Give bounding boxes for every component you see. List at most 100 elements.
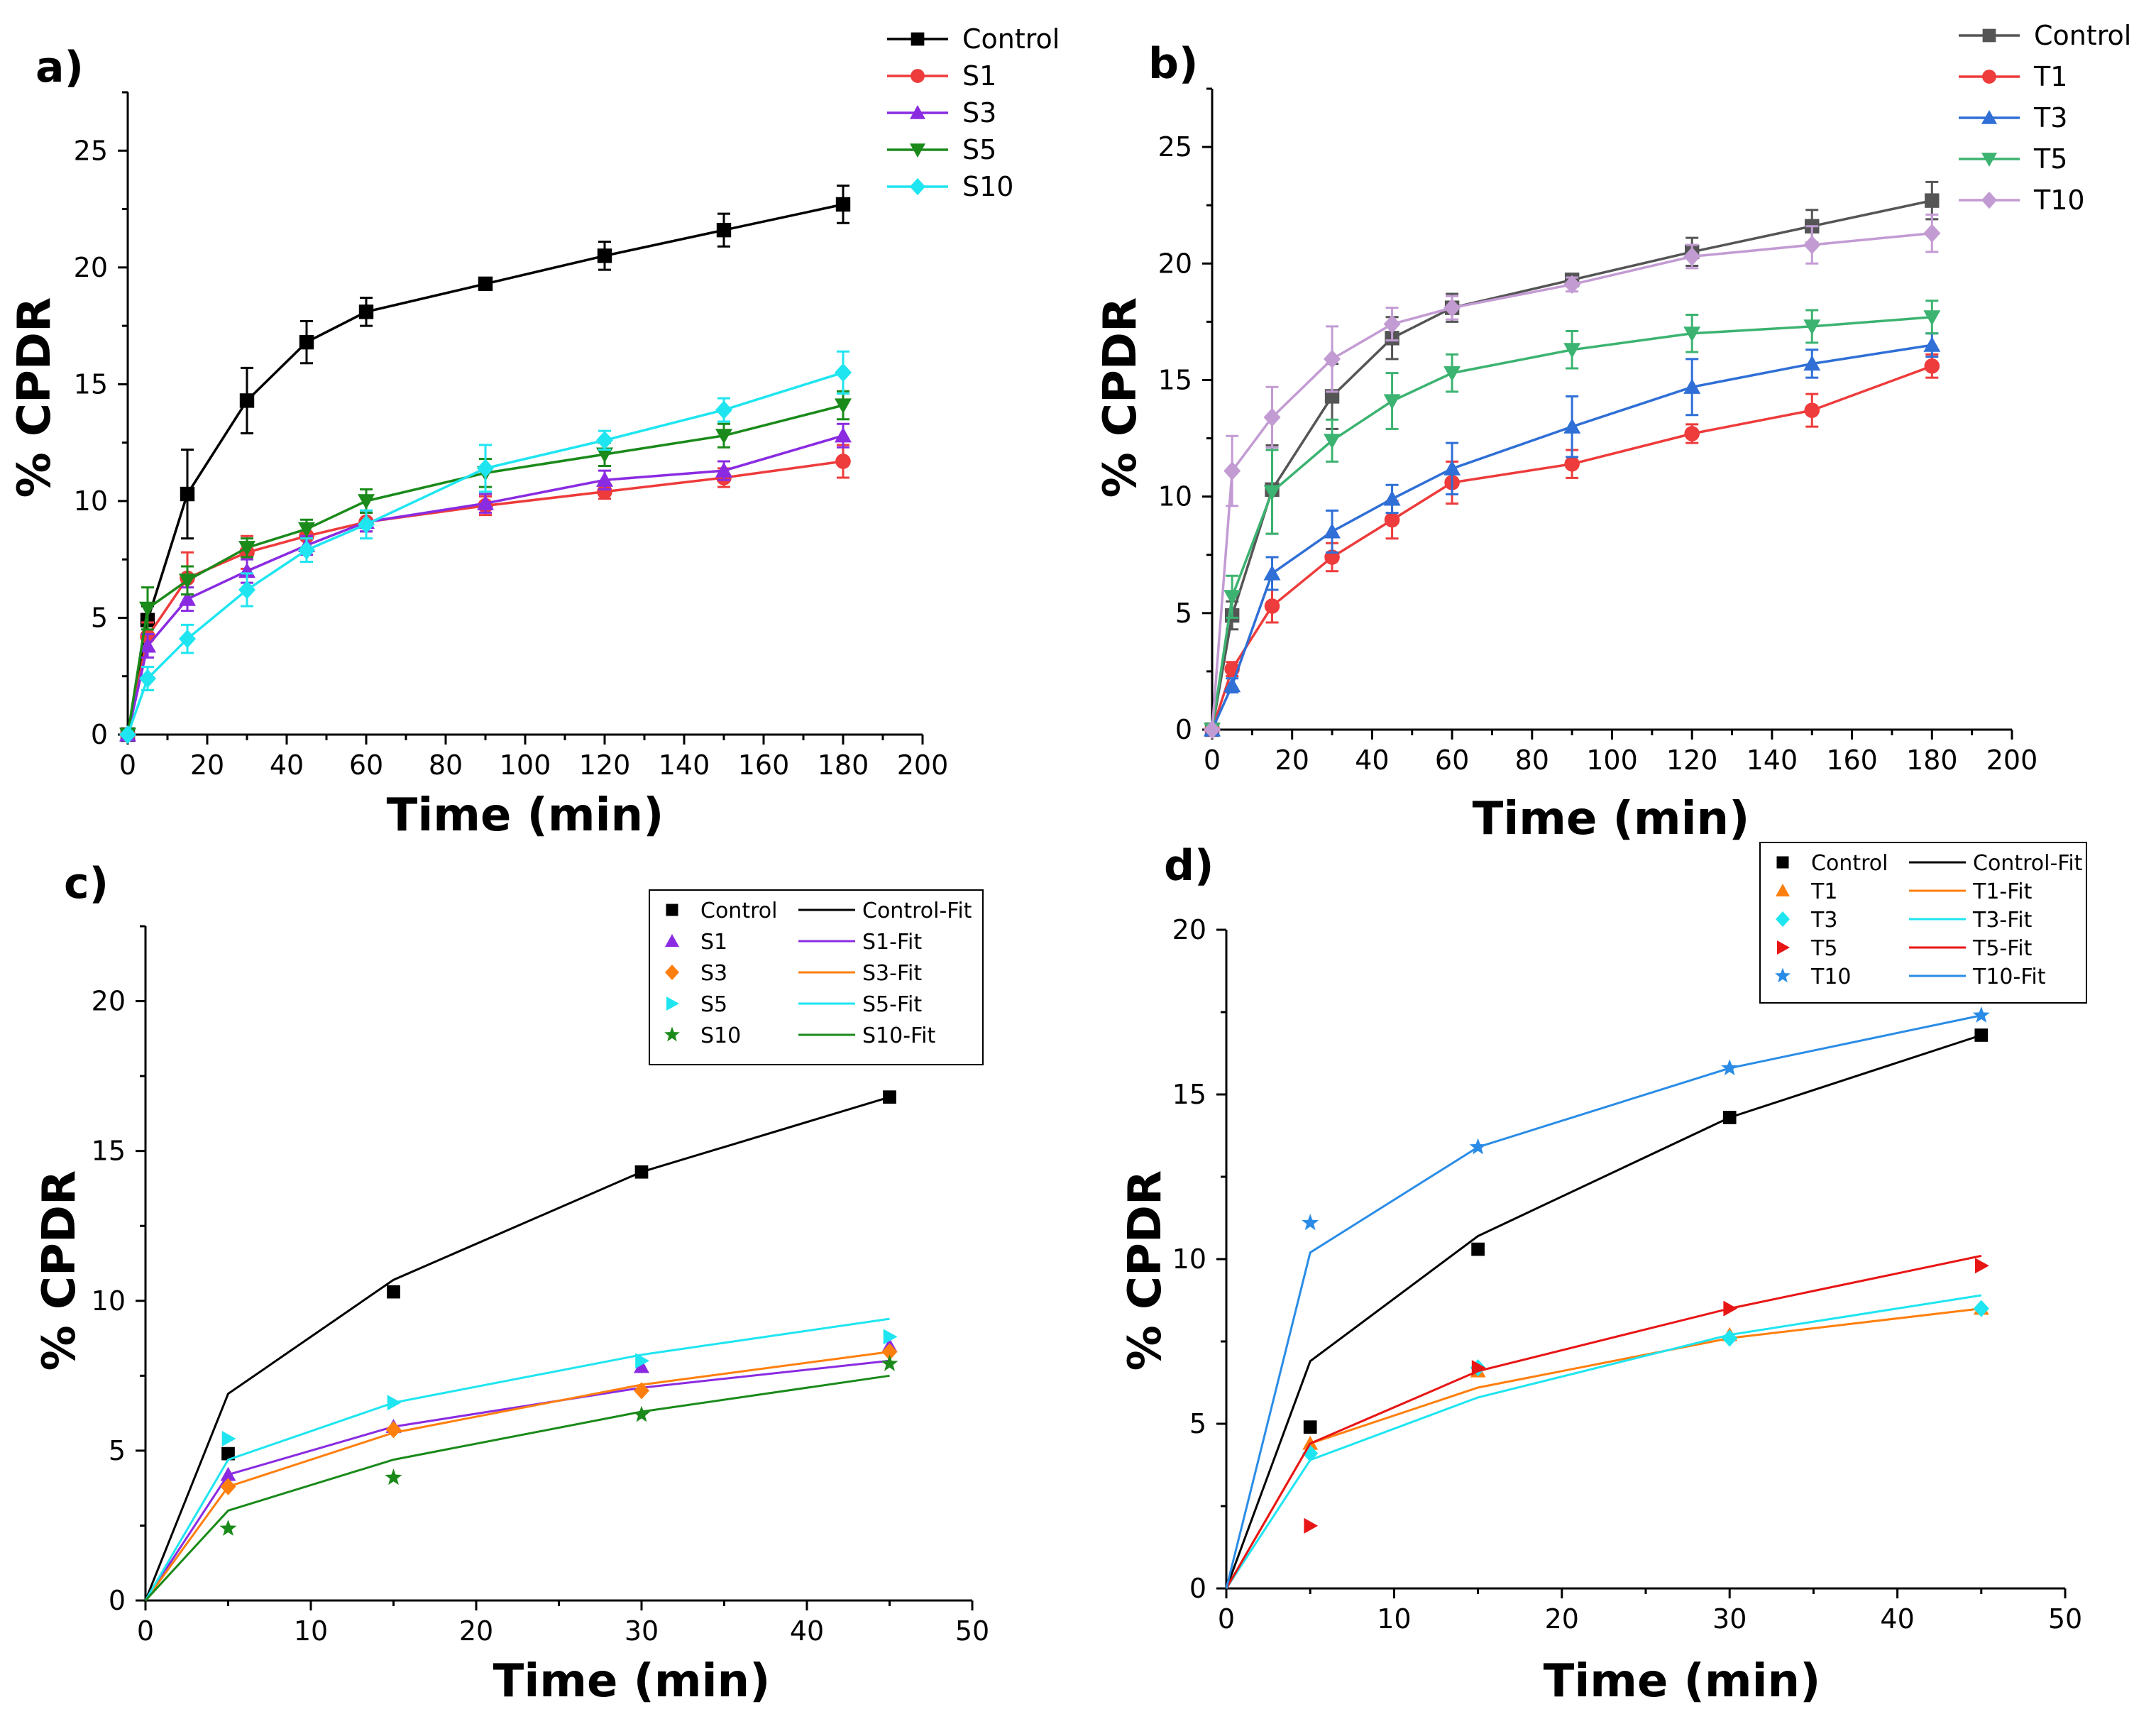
legend-marker <box>1777 940 1790 955</box>
y-tick-label: 15 <box>74 368 108 400</box>
data-point <box>1803 235 1821 255</box>
legend-label: S5 <box>700 992 727 1017</box>
y-tick-label: 5 <box>1189 1408 1206 1439</box>
legend-fit-label: T10-Fit <box>1972 965 2046 989</box>
data-point <box>1223 676 1241 693</box>
y-tick-label: 15 <box>92 1136 126 1167</box>
legend-b: Control T1 T3 T5 T10 <box>1959 20 2131 216</box>
series-t10-d <box>1225 1006 1990 1589</box>
data-point <box>1324 434 1341 449</box>
fit-line-control <box>144 1096 890 1601</box>
data-point <box>835 197 851 212</box>
data-point <box>478 276 493 292</box>
data-point <box>179 591 196 606</box>
data-point <box>1721 1059 1739 1076</box>
series-s10-c <box>144 1354 898 1602</box>
x-tick-label: 40 <box>1880 1603 1914 1635</box>
chart-panel-b: 0 20 40 60 80 100 120 140 160 180 200 0 5 10 15 20 25 Tim… <box>1094 20 2131 845</box>
fit-line-t10 <box>1225 1014 1982 1589</box>
legend-fit-label: S3-Fit <box>862 961 922 986</box>
x-tick-label: 80 <box>1515 745 1549 776</box>
data-point <box>387 1285 400 1299</box>
legend-label: T1 <box>1810 879 1837 904</box>
data-point <box>385 1468 402 1486</box>
data-point <box>596 431 613 450</box>
data-point <box>1683 326 1701 342</box>
data-point <box>1324 349 1341 369</box>
data-point <box>238 580 255 600</box>
legend-label: T5 <box>2033 143 2067 175</box>
data-point <box>298 540 315 560</box>
data-point <box>179 573 196 589</box>
x-tick-label: 200 <box>897 750 949 781</box>
x-tick-label: 40 <box>1355 745 1389 776</box>
series-line-s1 <box>126 460 844 735</box>
x-tick-label: 80 <box>429 750 463 781</box>
series-line-s5 <box>126 404 844 735</box>
data-point <box>597 483 612 500</box>
data-point <box>1923 310 1941 326</box>
series-control-c <box>144 1090 896 1601</box>
data-point <box>716 222 732 238</box>
legend-marker <box>1981 153 1997 167</box>
data-point <box>835 454 851 469</box>
x-tick-label: 100 <box>500 750 551 781</box>
x-tick-label: 40 <box>270 750 304 781</box>
series-t3-b <box>1204 332 1941 737</box>
data-point <box>1973 1300 1989 1317</box>
data-point <box>1223 590 1241 605</box>
x-axis-title-a: Time (min) <box>387 789 664 842</box>
data-point <box>179 629 196 649</box>
series-s10-a <box>119 350 852 745</box>
legend-fit-label: S1-Fit <box>862 930 922 955</box>
data-point <box>1443 460 1461 476</box>
legend-fit-label: T1-Fit <box>1972 879 2033 904</box>
data-point <box>1563 418 1581 434</box>
series-line-t5 <box>1211 316 1932 730</box>
fit-line-s10 <box>144 1374 890 1602</box>
panel-label-b: b) <box>1148 39 1198 89</box>
x-tick-label: 160 <box>1826 745 1878 776</box>
data-point <box>596 447 613 463</box>
data-point <box>715 462 732 478</box>
fit-line-t3 <box>1225 1294 1982 1589</box>
data-point <box>477 495 494 510</box>
x-tick-label: 20 <box>1275 745 1309 776</box>
data-point <box>1263 485 1281 501</box>
legend-label: S5 <box>962 134 996 165</box>
legend-marker <box>1981 191 1997 209</box>
legend-marker <box>910 105 925 119</box>
series-line-control <box>1211 199 1932 730</box>
data-point <box>835 363 852 383</box>
data-point <box>1443 298 1461 317</box>
y-tick-label: 25 <box>74 135 108 166</box>
y-tick-label: 25 <box>1158 131 1192 163</box>
data-point <box>139 637 156 653</box>
legend-marker <box>665 965 679 980</box>
x-tick-label: 180 <box>1906 745 1958 776</box>
x-axis-title-c: Time (min) <box>493 1655 771 1708</box>
data-point <box>1304 1517 1319 1534</box>
legend-marker <box>666 996 679 1011</box>
data-point <box>238 541 255 556</box>
data-point <box>1563 275 1581 294</box>
x-tick-label: 100 <box>1586 745 1638 776</box>
x-axis-title-d: Time (min) <box>1544 1655 1821 1708</box>
x-tick-label: 50 <box>955 1615 989 1647</box>
fit-line-s3 <box>144 1351 890 1601</box>
x-tick-label: 10 <box>1377 1603 1411 1635</box>
data-point <box>1324 522 1341 539</box>
data-point <box>1683 247 1701 266</box>
legend-fit-label: Control-Fit <box>1973 851 2083 876</box>
data-point <box>881 1343 898 1361</box>
y-tick-label: 10 <box>92 1285 126 1317</box>
data-point <box>1263 565 1281 581</box>
data-point <box>715 429 732 444</box>
y-tick-label: 0 <box>1189 1573 1206 1604</box>
data-point <box>220 1478 236 1495</box>
data-point <box>635 1353 649 1369</box>
legend-label: S3 <box>962 97 996 128</box>
legend-marker <box>1776 884 1790 896</box>
data-point <box>634 1382 649 1400</box>
